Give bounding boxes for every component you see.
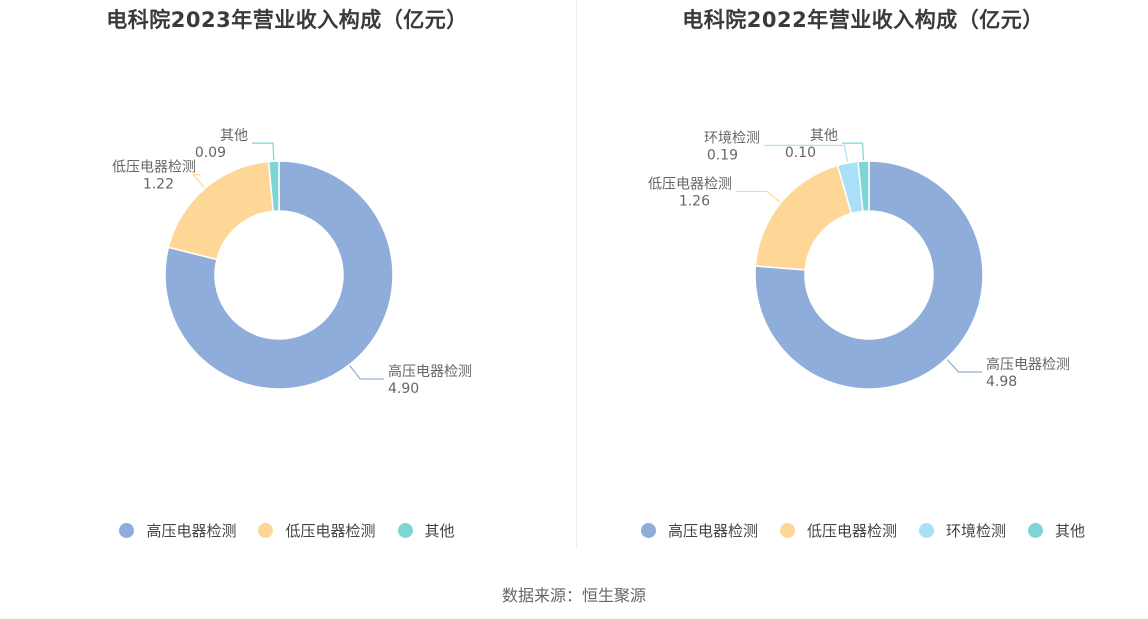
leader-line — [349, 365, 384, 380]
legend-label: 其他 — [1055, 522, 1086, 540]
legend-item[interactable]: 高压电器检测 — [119, 520, 236, 541]
legend-dot-icon — [397, 523, 413, 538]
slice-label-value: 0.19 — [707, 147, 738, 163]
legend-label: 其他 — [424, 522, 455, 540]
legend-item[interactable]: 其他 — [1028, 520, 1085, 541]
legend-item[interactable]: 环境检测 — [919, 520, 1006, 541]
slice-label-value: 4.98 — [986, 374, 1017, 390]
data-source: 数据来源：恒生聚源 — [501, 586, 646, 605]
slice-label-name: 其他 — [810, 128, 838, 144]
legend-label: 高压电器检测 — [667, 522, 758, 540]
slice-label-name: 环境检测 — [704, 130, 760, 146]
slice-label-value: 1.26 — [679, 193, 710, 209]
legend-label: 高压电器检测 — [146, 522, 237, 540]
donut-slice-低压电器检测[interactable] — [754, 164, 853, 271]
slice-label-value: 1.22 — [143, 177, 174, 193]
legend-label: 低压电器检测 — [285, 522, 376, 540]
legend-2022: 高压电器检测 低压电器检测 环境检测 其他 — [576, 520, 1148, 541]
leader-line — [946, 359, 982, 373]
chart-panel-2023: 电科院2023年营业收入构成（亿元） 高压电器检测 4.90 低压电器检测 1.22 其… — [0, 0, 574, 560]
legend-item[interactable]: 高压电器检测 — [640, 520, 758, 541]
legend-dot-icon — [640, 523, 656, 538]
leader-line — [764, 144, 849, 163]
leader-line — [252, 142, 275, 161]
slice-label-name: 高压电器检测 — [388, 363, 472, 380]
donut-slice-高压电器检测[interactable] — [164, 160, 394, 390]
panel-divider — [576, 0, 577, 548]
chart-title-2023: 电科院2023年营业收入构成（亿元） — [106, 8, 468, 32]
slice-label-value: 0.09 — [195, 145, 226, 161]
legend-label: 环境检测 — [946, 522, 1007, 540]
legend-dot-icon — [1028, 523, 1044, 538]
legend-dot-icon — [779, 523, 795, 538]
donut-slice-其他[interactable] — [267, 160, 280, 213]
slice-label-name: 高压电器检测 — [986, 356, 1070, 373]
donut-slice-高压电器检测[interactable] — [754, 160, 984, 390]
legend-dot-icon — [258, 523, 274, 538]
slice-label-name: 低压电器检测 — [648, 176, 732, 192]
legend-dot-icon — [119, 523, 135, 538]
chart-panel-2022: 电科院2022年营业收入构成（亿元） 高压电器检测 4.98 低压电器检测 1.26 环… — [576, 0, 1148, 560]
chart-title-2022: 电科院2022年营业收入构成（亿元） — [682, 8, 1044, 32]
legend-label: 低压电器检测 — [806, 522, 897, 540]
donut-slice-低压电器检测[interactable] — [167, 160, 274, 261]
leader-line — [736, 190, 781, 203]
slice-label-name: 其他 — [220, 128, 248, 144]
slice-label-value: 0.10 — [785, 145, 816, 161]
slice-label-value: 4.90 — [388, 381, 419, 397]
leader-line — [191, 174, 205, 189]
legend-dot-icon — [919, 523, 934, 538]
legend-2023: 高压电器检测 低压电器检测 其他 — [0, 520, 574, 541]
slice-label-name: 低压电器检测 — [112, 160, 196, 176]
legend-item[interactable]: 低压电器检测 — [258, 520, 376, 541]
legend-item[interactable]: 其他 — [397, 520, 455, 541]
leader-line — [842, 142, 865, 161]
donut-slice-其他[interactable] — [857, 160, 870, 213]
legend-item[interactable]: 低压电器检测 — [779, 520, 897, 541]
